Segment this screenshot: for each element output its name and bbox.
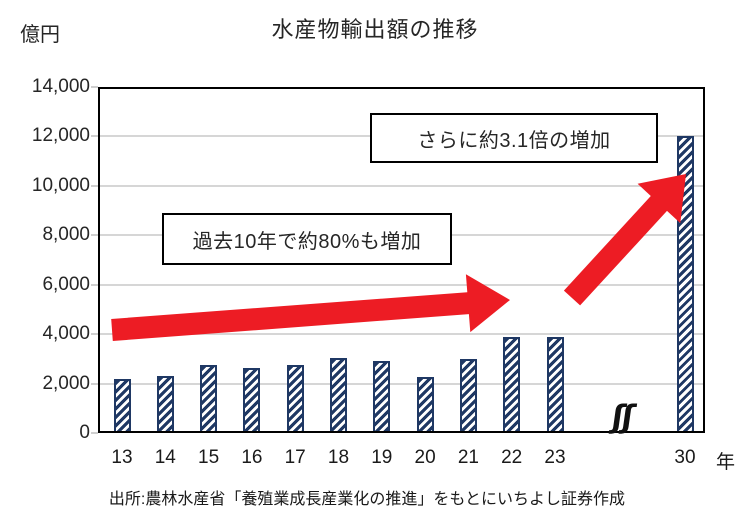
x-tick-label-30: 30 bbox=[674, 447, 696, 468]
gridline-10,000 bbox=[98, 184, 705, 187]
x-tick-label-21: 21 bbox=[457, 447, 479, 468]
x-tick-label-18: 18 bbox=[327, 447, 350, 468]
bar-year-20 bbox=[416, 377, 434, 433]
y-axis-tick bbox=[91, 234, 98, 237]
y-axis-tick bbox=[91, 333, 98, 336]
annotation-text: さらに約3.1倍の増加 bbox=[417, 129, 611, 152]
gridline-2,000 bbox=[98, 382, 705, 385]
y-axis-tick bbox=[91, 382, 98, 385]
source-attribution: 出所:農林水産省「養殖業成長産業化の推進」をもとにいちよし証券作成 bbox=[108, 491, 626, 508]
y-axis-unit-label: 億円 bbox=[20, 24, 60, 46]
annotation-box-3x: さらに約3.1倍の増加 bbox=[370, 113, 658, 163]
bar-year-19 bbox=[373, 361, 391, 433]
gridline-4,000 bbox=[98, 333, 705, 336]
gridline-6,000 bbox=[98, 283, 705, 286]
y-tick-label: 10,000 bbox=[31, 174, 90, 196]
y-axis-tick bbox=[91, 283, 98, 286]
x-tick-label-19: 19 bbox=[371, 447, 393, 468]
y-tick-label: 2,000 bbox=[42, 372, 90, 394]
chart-title: 水産物輸出額の推移 bbox=[271, 17, 479, 42]
y-axis-tick bbox=[91, 86, 98, 88]
x-tick-label-14: 14 bbox=[154, 447, 176, 468]
bar-year-14 bbox=[156, 376, 174, 433]
x-tick-label-17: 17 bbox=[284, 447, 306, 468]
bar-year-16 bbox=[243, 367, 261, 433]
x-tick-label-20: 20 bbox=[414, 447, 436, 468]
y-axis-tick bbox=[91, 432, 98, 434]
bar-year-17 bbox=[286, 365, 304, 433]
y-axis-tick bbox=[91, 184, 98, 187]
bar-year-30 bbox=[676, 136, 694, 433]
y-tick-label: 0 bbox=[79, 422, 90, 443]
x-tick-label-23: 23 bbox=[544, 447, 566, 468]
y-tick-label: 14,000 bbox=[31, 76, 90, 97]
bar-year-21 bbox=[459, 358, 477, 433]
y-tick-label: 8,000 bbox=[42, 224, 90, 246]
x-tick-label-15: 15 bbox=[198, 447, 220, 468]
bar-year-18 bbox=[330, 357, 347, 433]
x-tick-label-13: 13 bbox=[111, 447, 133, 468]
bar-year-23 bbox=[546, 336, 564, 433]
bar-year-13 bbox=[113, 378, 131, 433]
x-tick-label-16: 16 bbox=[241, 447, 263, 468]
x-axis-unit-label: 年 bbox=[716, 452, 736, 473]
y-tick-label: 12,000 bbox=[31, 125, 90, 147]
annotation-text: 過去10年で約80%も増加 bbox=[192, 230, 422, 253]
x-tick-label-22: 22 bbox=[501, 447, 523, 468]
y-axis-tick bbox=[91, 135, 98, 138]
bar-year-15 bbox=[200, 365, 218, 433]
y-tick-label: 6,000 bbox=[42, 273, 90, 295]
bar-year-22 bbox=[503, 336, 521, 433]
annotation-box-80pct: 過去10年で約80%も増加 bbox=[162, 213, 452, 265]
y-tick-label: 4,000 bbox=[42, 323, 90, 345]
